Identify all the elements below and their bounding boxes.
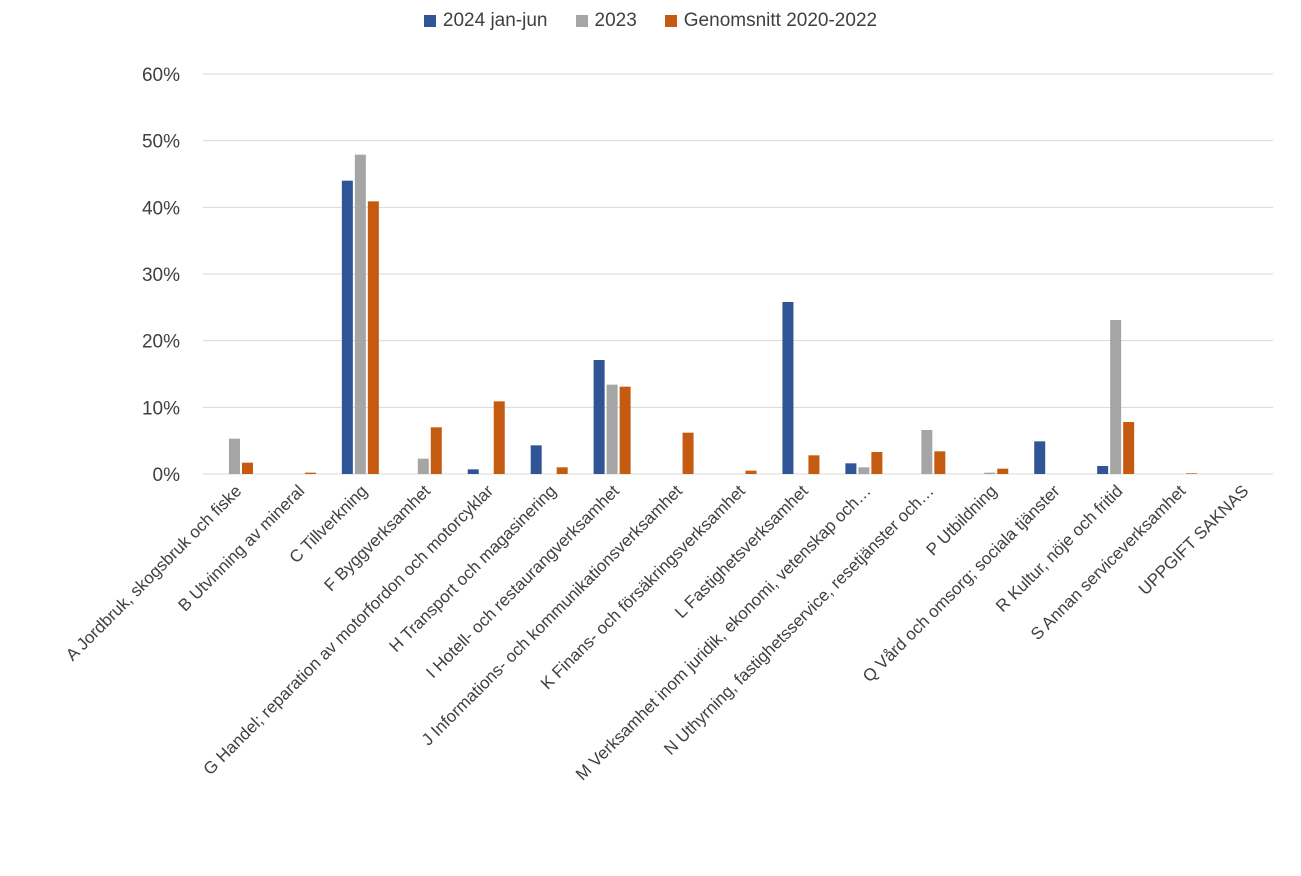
y-tick-label: 50% [142,132,180,153]
legend-item-2023: 2023 [575,10,637,32]
x-tick-label: F Byggverksamhet [320,481,434,595]
y-tick-label: 0% [153,465,181,486]
bar [1110,320,1122,474]
bar [530,445,542,474]
bar [921,430,933,474]
bars [228,154,1198,475]
bar [467,469,479,474]
bar [682,432,694,474]
bar [606,384,618,474]
x-tick-label: G Handel; reparation av motorfordon och … [200,481,498,779]
bar [304,472,316,474]
bar [367,201,379,474]
bar [858,467,870,474]
y-tick-label: 60% [142,65,180,86]
bar [1097,466,1109,474]
bar [1034,441,1046,474]
bar [417,458,429,474]
bar [871,452,883,474]
x-tick-label: R Kultur, nöje och fritid [992,481,1126,615]
bar [1123,422,1135,474]
bar [241,462,253,474]
bar [782,302,794,474]
x-tick-label: B Utvinning av mineral [175,481,309,615]
legend-label-2023: 2023 [594,10,637,31]
y-tick-label: 40% [142,198,180,219]
y-axis-ticks: 0% 10% 20% 30% 40% 50% 60% [142,65,180,486]
bar [619,386,631,474]
legend-swatch-2023 [575,15,588,27]
chart-legend: 2024 jan-jun 2023 Genomsnitt 2020-2022 [0,10,1301,32]
bar [845,463,857,474]
y-tick-label: 30% [142,265,180,286]
legend-item-average: Genomsnitt 2020-2022 [664,10,878,32]
bar [430,427,442,474]
bar [745,470,757,474]
y-tick-label: 10% [142,398,180,419]
bar [997,468,1009,474]
bar [493,401,505,474]
legend-swatch-average [664,15,677,27]
legend-label-2024: 2024 jan-jun [442,10,548,31]
bar [808,455,820,474]
bar [228,438,240,474]
gridlines [203,73,1273,475]
legend-swatch-2024 [423,15,436,27]
legend-item-2024: 2024 jan-jun [423,10,548,32]
bar [934,451,946,474]
x-tick-label: M Verksamhet inom juridik, ekonomi, vete… [572,481,875,784]
bar [341,180,353,475]
legend-label-average: Genomsnitt 2020-2022 [683,10,878,31]
bar [556,467,568,474]
x-tick-label: UPPGIFT SAKNAS [1135,481,1252,598]
bar [1186,473,1198,474]
bar [593,360,605,474]
bar [984,472,996,474]
y-tick-label: 20% [142,332,180,353]
bar [354,154,366,475]
